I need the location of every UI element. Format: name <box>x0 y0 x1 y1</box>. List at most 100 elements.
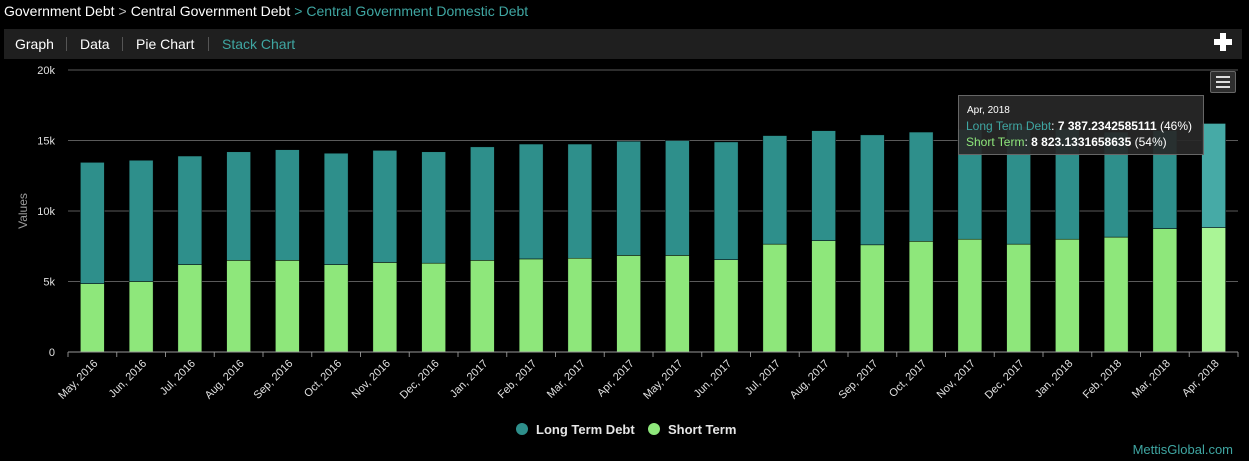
legend-label-short-term: Short Term <box>668 422 737 437</box>
y-tick-label: 10k <box>37 206 55 218</box>
bar-short-term <box>128 281 154 353</box>
legend-item-long-term-debt[interactable]: Long Term Debt <box>516 422 635 437</box>
tab-divider <box>208 37 209 51</box>
bar-long-term <box>665 140 690 256</box>
bar-long-term <box>275 149 300 261</box>
tooltip-long-term-row: Long Term Debt: 7 387.2342585111 (46%) <box>966 119 1192 133</box>
x-tick-label: Jan, 2018 <box>1033 358 1076 401</box>
x-tick-label: Jul, 2017 <box>743 358 783 398</box>
bar-short-term <box>665 255 690 353</box>
tooltip-long-term-pct: (46%) <box>1159 119 1192 133</box>
bar-short-term <box>811 240 836 353</box>
bar-short-term <box>372 262 398 353</box>
hamburger-icon-line <box>1216 86 1230 88</box>
x-tick-label: Mar, 2017 <box>545 358 588 401</box>
tooltip-short-term-row: Short Term: 8 823.1331658635 (54%) <box>966 135 1167 149</box>
breadcrumb-government-debt[interactable]: Government Debt <box>4 3 115 19</box>
x-tick-label: May, 2016 <box>56 358 100 402</box>
x-tick-label: Jun, 2017 <box>692 358 735 401</box>
bar-short-term <box>762 243 788 353</box>
bar-short-term <box>177 264 203 353</box>
bar-short-term <box>1201 227 1226 353</box>
breadcrumb-separator: > <box>294 3 303 19</box>
breadcrumb-current: Central Government Domestic Debt <box>306 3 529 19</box>
chart-menu-button[interactable] <box>1210 71 1236 93</box>
x-tick-label: Sep, 2017 <box>837 358 881 402</box>
bar-short-term <box>323 264 349 353</box>
credit-link[interactable]: MettisGlobal.com <box>1132 442 1233 457</box>
bar-short-term <box>616 255 641 353</box>
view-tabbar: Graph Data Pie Chart Stack Chart <box>4 29 1242 59</box>
bar-short-term <box>957 238 983 353</box>
bar-short-term <box>908 241 934 353</box>
tooltip-short-term-label: Short Term <box>966 135 1025 149</box>
x-tick-label: Nov, 2016 <box>350 358 393 401</box>
bar-short-term <box>567 257 593 353</box>
bar-short-term <box>713 259 739 353</box>
bar-long-term <box>421 151 446 264</box>
x-tick-label: Aug, 2016 <box>203 358 247 402</box>
x-tick-label: Mar, 2018 <box>1130 358 1173 401</box>
tab-data[interactable]: Data <box>80 36 110 52</box>
breadcrumb-central-government-debt[interactable]: Central Government Debt <box>130 3 291 19</box>
x-tick-label: Oct, 2016 <box>302 358 344 400</box>
x-tick-label: Jul, 2016 <box>158 358 198 398</box>
hamburger-icon <box>1216 76 1230 78</box>
bar-short-term <box>80 283 105 353</box>
x-tick-label: Dec, 2017 <box>983 358 1027 402</box>
tab-pie-chart[interactable]: Pie Chart <box>136 36 195 52</box>
bar-long-term <box>616 140 641 256</box>
bar-long-term <box>372 150 398 263</box>
tooltip-short-term-value: 8 823.1331658635 <box>1031 135 1132 149</box>
legend-item-short-term[interactable]: Short Term <box>648 422 736 437</box>
chart-tooltip: Apr, 2018 Long Term Debt: 7 387.23425851… <box>958 95 1204 155</box>
tooltip-long-term-label: Long Term Debt <box>966 119 1052 133</box>
x-tick-label: Apr, 2018 <box>1180 358 1222 400</box>
tab-divider <box>66 37 67 51</box>
bar-long-term <box>567 143 593 259</box>
breadcrumb-separator: > <box>118 3 127 19</box>
x-tick-label: Nov, 2017 <box>935 358 978 401</box>
x-tick-label: Dec, 2016 <box>398 358 442 402</box>
bar-long-term <box>177 155 203 265</box>
bar-long-term <box>80 162 105 284</box>
bar-long-term <box>1201 123 1226 228</box>
y-tick-label: 5k <box>43 277 55 289</box>
tooltip-date: Apr, 2018 <box>967 105 1010 116</box>
bar-long-term <box>470 146 495 261</box>
tab-stack-chart[interactable]: Stack Chart <box>222 36 296 52</box>
x-tick-label: Jun, 2016 <box>107 358 150 401</box>
y-tick-label: 20k <box>37 65 55 77</box>
bar-short-term <box>1006 243 1031 353</box>
bar-short-term <box>1152 228 1178 353</box>
tab-divider <box>122 37 123 51</box>
hamburger-icon-line <box>1216 81 1230 83</box>
x-tick-label: Jan, 2017 <box>448 358 491 401</box>
legend-dot-icon <box>648 423 660 435</box>
y-tick-label: 15k <box>37 136 55 148</box>
plus-icon[interactable] <box>1214 33 1232 51</box>
bar-short-term <box>275 260 300 353</box>
tab-graph[interactable]: Graph <box>15 36 54 52</box>
bar-short-term <box>518 258 544 353</box>
bar-short-term <box>226 260 251 353</box>
bar-long-term <box>908 131 934 242</box>
bar-long-term <box>811 130 836 241</box>
y-tick-label: 0 <box>49 347 55 359</box>
bar-long-term <box>713 141 739 260</box>
x-tick-label: Feb, 2017 <box>496 358 540 402</box>
x-tick-label: May, 2017 <box>641 358 685 402</box>
y-axis-label: Values <box>16 193 30 229</box>
bar-long-term <box>226 151 251 261</box>
bar-short-term <box>1055 238 1080 353</box>
tooltip-long-term-value: 7 387.2342585111 <box>1057 119 1157 133</box>
x-tick-label: Oct, 2017 <box>887 358 929 400</box>
bar-short-term <box>1103 236 1129 353</box>
legend-dot-icon <box>516 423 528 435</box>
x-tick-label: Feb, 2018 <box>1081 358 1125 402</box>
bar-long-term <box>128 159 154 282</box>
bar-long-term <box>762 135 788 245</box>
x-tick-label: Sep, 2016 <box>252 358 296 402</box>
x-tick-label: Aug, 2017 <box>788 358 832 402</box>
